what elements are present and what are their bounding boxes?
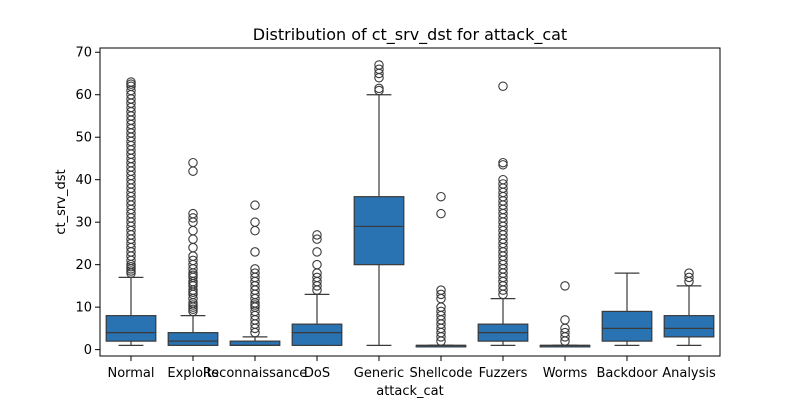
box-dos	[291, 230, 343, 346]
y-axis: 0 10 20 30 40 50 60 70	[75, 46, 100, 358]
outlier-point	[498, 179, 508, 189]
box-reconnaissance	[229, 200, 281, 346]
outlier-point	[312, 234, 322, 244]
iqr-box	[105, 315, 157, 342]
y-tick-label: 10	[75, 301, 92, 316]
outlier-point	[188, 208, 198, 219]
box-backdoor	[601, 272, 653, 346]
outlier-point	[684, 272, 694, 283]
y-tick-label: 40	[75, 173, 92, 188]
outlier-point	[188, 213, 198, 223]
outlier-point	[250, 217, 260, 227]
box-worms	[539, 281, 591, 348]
outlier-point	[250, 225, 260, 236]
box-exploits	[167, 157, 219, 346]
outlier-point	[436, 208, 446, 219]
y-axis-title: ct_srv_dst	[54, 169, 69, 234]
y-tick-label: 70	[75, 46, 92, 61]
plot-frame	[99, 47, 721, 357]
x-tick-label: Fuzzers	[479, 366, 528, 381]
outlier-point	[374, 85, 384, 96]
outlier-point	[312, 259, 322, 270]
outlier-point	[250, 200, 260, 210]
x-tick-label: Exploits	[167, 366, 218, 381]
y-tick-label: 0	[84, 343, 92, 358]
outlier-point	[312, 230, 322, 240]
outlier-point	[560, 327, 570, 338]
iqr-box	[353, 196, 405, 266]
outlier-point	[374, 83, 384, 94]
outlier-point	[436, 289, 446, 300]
x-tick-label: Backdoor	[596, 366, 658, 381]
outlier-point	[250, 268, 260, 278]
box-generic	[353, 60, 405, 346]
box-shellcode	[415, 191, 467, 348]
iqr-box	[229, 340, 281, 346]
box-fuzzers	[477, 81, 529, 346]
outlier-point	[436, 285, 446, 295]
x-tick-label: Worms	[543, 366, 588, 381]
boxes-layer	[105, 60, 715, 348]
outlier-point	[684, 268, 694, 278]
iqr-box	[167, 332, 219, 346]
x-axis-title: attack_cat	[376, 384, 444, 399]
outlier-point	[188, 157, 198, 168]
outlier-point	[312, 272, 322, 283]
x-tick-label: Reconnaissance	[203, 366, 308, 381]
outlier-point	[436, 191, 446, 202]
iqr-box	[663, 315, 715, 338]
outlier-point	[498, 174, 508, 185]
outlier-point	[250, 264, 260, 274]
x-tick-label: DoS	[304, 366, 330, 381]
outlier-point	[436, 306, 446, 317]
box-normal	[105, 77, 157, 346]
outlier-point	[188, 255, 198, 266]
y-tick-label: 30	[75, 216, 92, 231]
outlier-point	[126, 77, 136, 87]
outlier-point	[374, 60, 384, 70]
outlier-point	[126, 79, 136, 89]
outlier-point	[498, 81, 508, 91]
outlier-point	[560, 315, 570, 325]
outlier-point	[188, 234, 198, 244]
x-tick-label: Generic	[354, 366, 404, 381]
outlier-point	[498, 157, 508, 168]
x-tick-label: Normal	[107, 366, 154, 381]
y-tick-label: 60	[75, 88, 92, 103]
outlier-point	[498, 160, 508, 170]
outlier-point	[560, 281, 570, 291]
iqr-box	[601, 310, 653, 342]
outlier-point	[188, 166, 198, 176]
box-analysis	[663, 268, 715, 346]
x-tick-label: Analysis	[662, 366, 716, 381]
outlier-point	[312, 247, 322, 257]
outlier-point	[250, 247, 260, 257]
iqr-box	[291, 323, 343, 346]
y-tick-label: 50	[75, 131, 92, 146]
outlier-point	[374, 64, 384, 74]
outlier-point	[188, 242, 198, 253]
chart-title: Distribution of ct_srv_dst for attack_ca…	[253, 25, 567, 45]
x-tick-label: Shellcode	[409, 366, 472, 381]
outlier-point	[188, 225, 198, 236]
y-tick-label: 20	[75, 258, 92, 273]
